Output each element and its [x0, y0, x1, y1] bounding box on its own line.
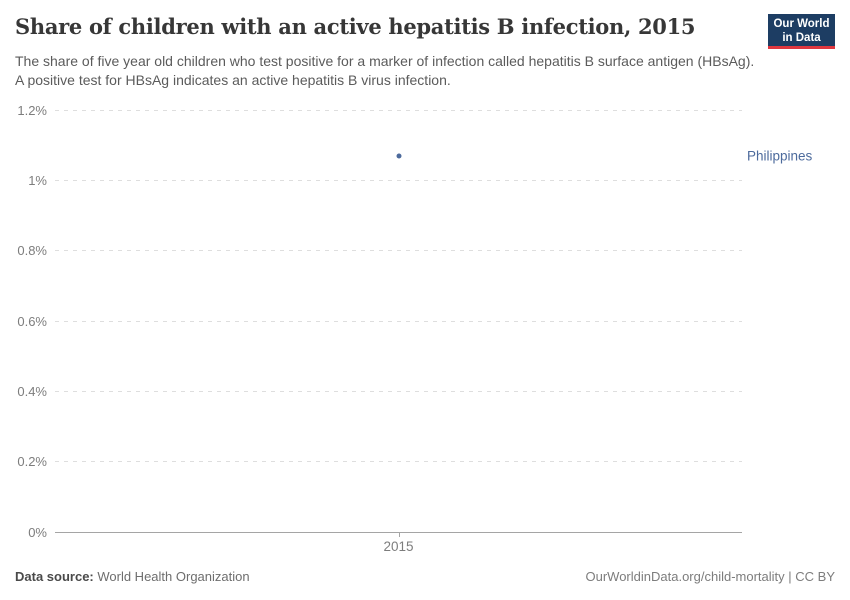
- owid-logo-line2: in Data: [782, 31, 821, 44]
- entity-label-philippines[interactable]: Philippines: [747, 148, 813, 164]
- y-gridline: [55, 390, 742, 392]
- owid-logo-line1: Our World: [773, 18, 830, 30]
- x-tick-mark: [398, 532, 400, 537]
- x-tick-label: 2015: [383, 539, 414, 554]
- y-gridline: [55, 109, 742, 111]
- data-source-value: World Health Organization: [93, 569, 250, 584]
- data-point-philippines[interactable]: [396, 153, 401, 159]
- y-tick-label: 0.4%: [17, 383, 47, 399]
- y-gridline: [55, 250, 742, 252]
- y-tick-label: 0.8%: [17, 243, 47, 259]
- owid-logo[interactable]: Our World in Data: [768, 14, 835, 49]
- y-tick-label: 1%: [28, 172, 47, 188]
- chart-title: Share of children with an active hepatit…: [15, 14, 696, 39]
- data-source-label: Data source:: [15, 569, 94, 584]
- y-gridline: [55, 461, 742, 463]
- y-tick-label: 0%: [28, 524, 47, 540]
- y-gridline: [55, 179, 742, 181]
- y-tick-label: 0.2%: [17, 454, 47, 470]
- data-source: Data source: World Health Organization: [15, 569, 250, 584]
- chart-footer: Data source: World Health Organization O…: [15, 569, 835, 584]
- y-tick-label: 0.6%: [17, 313, 47, 329]
- chart-subtitle: The share of five year old children who …: [15, 53, 755, 88]
- y-tick-label: 1.2%: [17, 102, 47, 118]
- y-gridline: [55, 320, 742, 322]
- attribution[interactable]: OurWorldinData.org/child-mortality | CC …: [585, 569, 836, 584]
